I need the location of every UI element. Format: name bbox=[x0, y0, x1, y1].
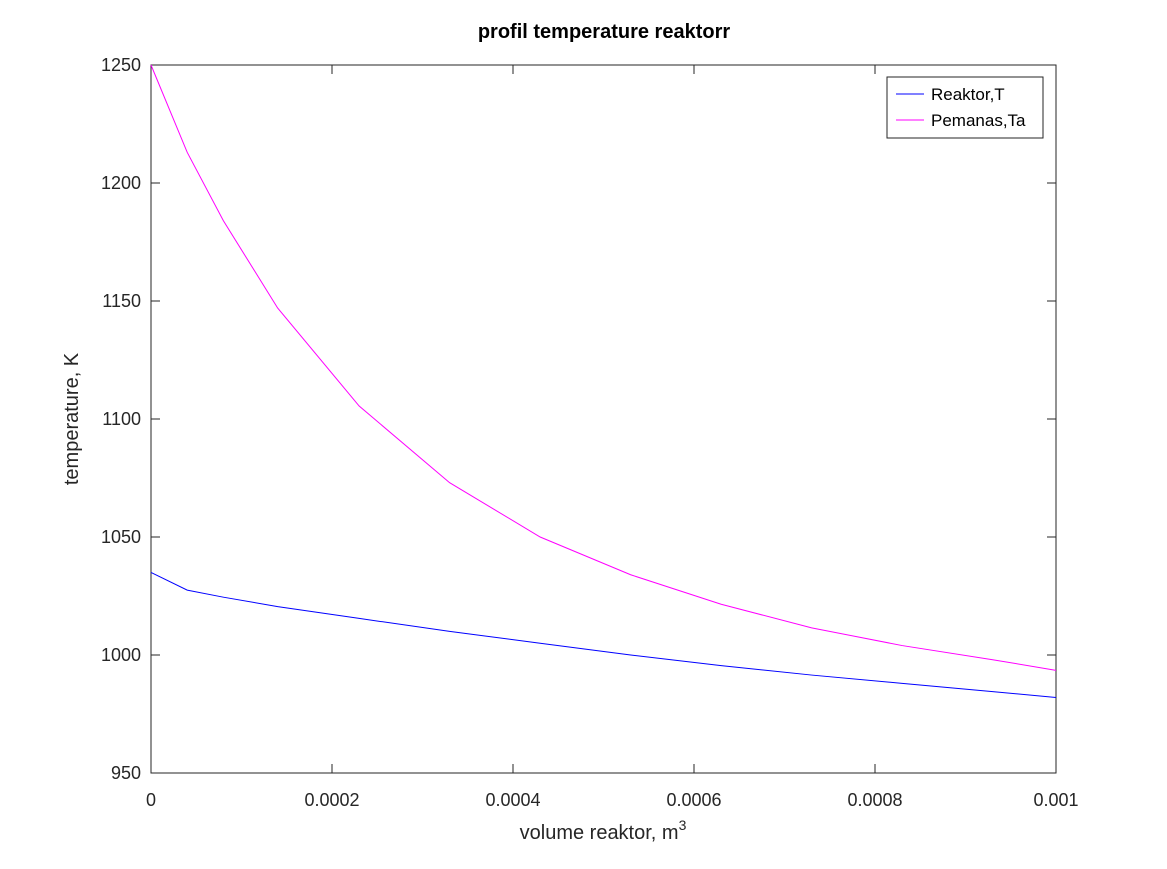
x-axis-label-superscript: 3 bbox=[679, 817, 687, 833]
y-axis: 950 1000 1050 1100 1150 1200 1250 bbox=[101, 55, 1056, 783]
x-tick-label: 0.0008 bbox=[847, 790, 902, 810]
y-tick-label: 1000 bbox=[101, 645, 141, 665]
x-axis-label-text: volume reaktor, m bbox=[520, 822, 679, 844]
x-tick-label: 0.0004 bbox=[485, 790, 540, 810]
x-tick-label: 0.0002 bbox=[304, 790, 359, 810]
legend: Reaktor,T Pemanas,Ta bbox=[886, 76, 1044, 139]
series-line-2 bbox=[150, 64, 1057, 671]
y-axis-label: temperature, K bbox=[61, 352, 83, 485]
series-layer bbox=[150, 64, 1057, 698]
chart-title: profil temperature reaktorr bbox=[478, 21, 731, 43]
x-axis: 0 0.0002 0.0004 0.0006 0.0008 0.001 bbox=[146, 65, 1079, 810]
y-tick-label: 1250 bbox=[101, 55, 141, 75]
plot-area bbox=[150, 64, 1057, 774]
x-tick-label: 0.001 bbox=[1033, 790, 1078, 810]
y-tick-label: 1050 bbox=[101, 527, 141, 547]
x-tick-label: 0.0006 bbox=[666, 790, 721, 810]
x-axis-label: volume reaktor, m3 bbox=[520, 817, 687, 844]
y-tick-label: 1100 bbox=[102, 409, 141, 429]
series-line-1 bbox=[150, 571, 1057, 698]
legend-label-1: Reaktor,T bbox=[931, 85, 1005, 104]
y-tick-label: 1150 bbox=[102, 291, 141, 311]
y-tick-label: 950 bbox=[111, 763, 141, 783]
x-tick-label: 0 bbox=[146, 790, 156, 810]
legend-label-2: Pemanas,Ta bbox=[931, 111, 1026, 130]
y-tick-label: 1200 bbox=[101, 173, 141, 193]
legend-box bbox=[886, 76, 1044, 139]
